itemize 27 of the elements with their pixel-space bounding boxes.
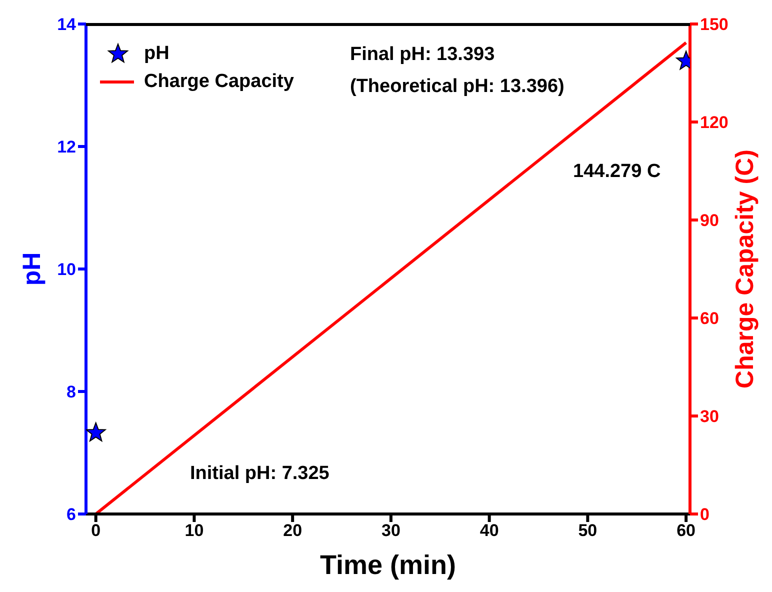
x-tick-label: 30 (381, 521, 400, 540)
y2-tick-label: 60 (700, 309, 719, 328)
legend-label: pH (144, 43, 170, 65)
y2-tick-label: 150 (700, 15, 728, 34)
x-tick-label: 40 (480, 521, 499, 540)
annotation: (Theoretical pH: 13.396) (350, 76, 564, 98)
y-tick-label: 14 (57, 15, 77, 34)
y2-tick-label: 0 (700, 505, 710, 524)
legend-label: Charge Capacity (144, 71, 294, 93)
x-axis-title: Time (min) (320, 550, 456, 580)
annotation: Final pH: 13.393 (350, 44, 495, 66)
y-tick-label: 6 (66, 505, 76, 524)
y-tick-label: 10 (57, 260, 76, 280)
y2-tick-label: 120 (700, 113, 728, 132)
x-tick-label: 20 (283, 521, 302, 540)
y-axis-title: pH (18, 252, 46, 286)
annotation: Initial pH: 7.325 (190, 463, 330, 485)
y2-tick-label: 30 (700, 407, 719, 426)
y-tick-label: 8 (66, 382, 76, 402)
x-tick-label: 50 (578, 521, 598, 540)
x-tick-label: 10 (184, 521, 204, 540)
y2-tick-label: 90 (700, 211, 719, 230)
y2-axis-title: Charge Capacity (C) (730, 150, 759, 388)
annotation: 144.279 C (573, 161, 661, 183)
y-tick-label: 12 (57, 138, 76, 157)
x-tick-label: 60 (676, 521, 696, 540)
x-tick-label: 0 (91, 521, 101, 540)
